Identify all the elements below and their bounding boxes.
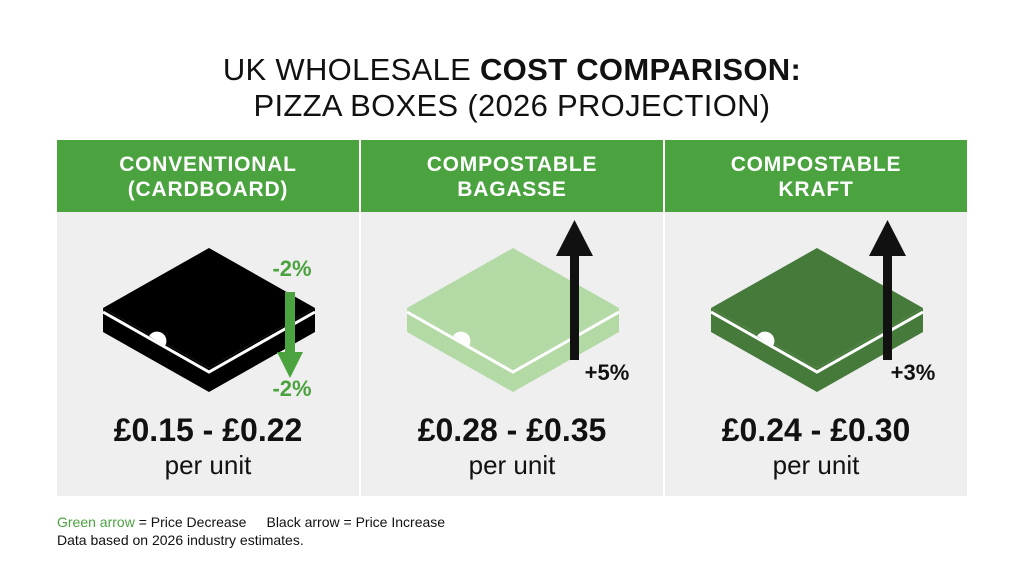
arrow-down-icon [277, 292, 303, 378]
panel-header-bagasse: COMPOSTABLE BAGASSE [361, 140, 663, 212]
header-line-2: KRAFT [778, 178, 854, 201]
pizza-box-icon [406, 248, 620, 392]
price-range: £0.28 - £0.35 [417, 412, 607, 448]
legend-arrows: Green arrow = Price Decrease Black arrow … [57, 513, 445, 531]
header-line-1: COMPOSTABLE [426, 153, 598, 176]
box-right-side [817, 308, 923, 392]
price-range: £0.15 - £0.22 [113, 412, 303, 448]
panel-bagasse: COMPOSTABLE BAGASSE +5% £0.28 - £0.35 pe… [361, 140, 663, 496]
change-label-bottom: -2% [272, 376, 311, 401]
legend-note: Data based on 2026 industry estimates. [57, 532, 304, 548]
chart-title: UK WHOLESALE COST COMPARISON: PIZZA BOXE… [0, 52, 1024, 124]
box-notch [757, 331, 775, 346]
comparison-panels: CONVENTIONAL (CARDBOARD) -2% -2% £0.15 -… [57, 140, 967, 496]
header-line-1: COMPOSTABLE [730, 153, 902, 176]
legend: Green arrow = Price Decrease Black arrow … [57, 513, 445, 549]
box-graphic-conventional: -2% -2% [102, 248, 316, 401]
price-unit: per unit [772, 450, 860, 480]
legend-green-rest: = Price Decrease [134, 514, 247, 530]
box-notch [453, 331, 471, 346]
title-line-2: PIZZA BOXES (2026 PROJECTION) [253, 88, 771, 123]
box-edge-line [102, 310, 316, 374]
change-label: +5% [585, 360, 630, 385]
change-label: +3% [891, 360, 936, 385]
price-unit: per unit [468, 450, 556, 480]
box-edge-line [406, 310, 620, 374]
box-front-side [711, 308, 817, 392]
header-line-2: (CARDBOARD) [127, 178, 289, 201]
box-front-side [103, 308, 209, 392]
arrow-up-icon [869, 220, 906, 360]
change-label-top: -2% [272, 256, 311, 281]
legend-black-text: Black arrow = Price Increase [266, 514, 446, 530]
price-range: £0.24 - £0.30 [721, 412, 911, 448]
legend-green-word: Green arrow [57, 514, 135, 530]
box-graphic-bagasse: +5% [406, 220, 630, 392]
arrow-up-icon [556, 220, 593, 360]
title-bold: COST COMPARISON: [480, 52, 802, 87]
box-graphic-kraft: +3% [710, 220, 936, 392]
panel-header-kraft: COMPOSTABLE KRAFT [665, 140, 967, 212]
header-line-1: CONVENTIONAL [119, 153, 297, 176]
box-front-side [407, 308, 513, 392]
title-regular: UK WHOLESALE [222, 52, 480, 87]
panel-conventional: CONVENTIONAL (CARDBOARD) -2% -2% £0.15 -… [57, 140, 359, 496]
box-right-side [513, 308, 619, 392]
pizza-box-icon [710, 248, 924, 392]
price-unit: per unit [164, 450, 252, 480]
title-line-1: UK WHOLESALE COST COMPARISON: [0, 52, 1024, 88]
box-notch [149, 331, 167, 346]
panel-kraft: COMPOSTABLE KRAFT +3% £0.24 - £0.30 per … [665, 140, 967, 496]
header-line-2: BAGASSE [457, 178, 567, 201]
box-lid [407, 248, 619, 368]
panel-header-conventional: CONVENTIONAL (CARDBOARD) [57, 140, 359, 212]
